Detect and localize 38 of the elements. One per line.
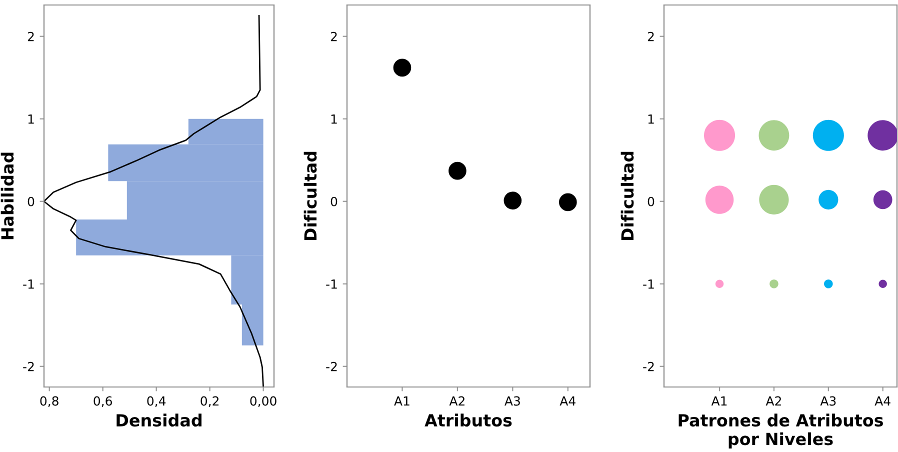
y-axis-title: Dificultad: [304, 152, 317, 240]
x-tick-label: A1: [711, 396, 727, 406]
x-tick-label: A4: [560, 396, 576, 406]
y-tick-label: -2: [326, 362, 337, 372]
x-tick-label: A4: [874, 396, 890, 406]
x-tick-label: 0,8: [40, 396, 58, 407]
y-tick-label: 2: [648, 32, 654, 42]
x-tick-label: 0,6: [94, 396, 112, 407]
y-tick-label: 0: [330, 196, 338, 206]
y-tick-label: -1: [23, 280, 34, 289]
x-tick-label: A1: [394, 396, 410, 406]
y-tick-label: -1: [326, 280, 337, 289]
y-axis-title: Dificultad: [620, 152, 634, 240]
y-tick-label: 0: [648, 196, 654, 206]
x-axis-title: Patrones de Atributos por Niveles: [678, 414, 883, 448]
point: [448, 162, 466, 180]
y-tick-label: -1: [643, 280, 654, 289]
x-tick-label: A3: [504, 396, 520, 406]
y-tick-label: 2: [28, 32, 34, 42]
x-tick-label: A2: [449, 396, 464, 406]
y-tick-label: -2: [23, 362, 34, 372]
x-tick-label: 0,4: [147, 396, 166, 407]
y-tick-label: 1: [648, 114, 654, 124]
point: [559, 193, 577, 212]
x-tick-label: A2: [766, 396, 781, 406]
x-tick-label: 0,2: [200, 396, 218, 407]
y-tick-label: -2: [643, 362, 654, 372]
point: [504, 192, 522, 210]
y-axis-title: Habilidad: [0, 152, 14, 240]
point: [393, 58, 412, 77]
y-tick-label: 2: [330, 32, 337, 42]
x-tick-label: A3: [820, 396, 836, 406]
x-axis-title: Atributos: [424, 414, 512, 427]
x-axis-title: Densidad: [116, 414, 202, 427]
x-tick-label: 0,00: [250, 396, 276, 407]
y-tick-label: 1: [28, 114, 34, 124]
y-tick-label: 0: [28, 196, 34, 206]
y-tick-label: 1: [331, 114, 337, 124]
